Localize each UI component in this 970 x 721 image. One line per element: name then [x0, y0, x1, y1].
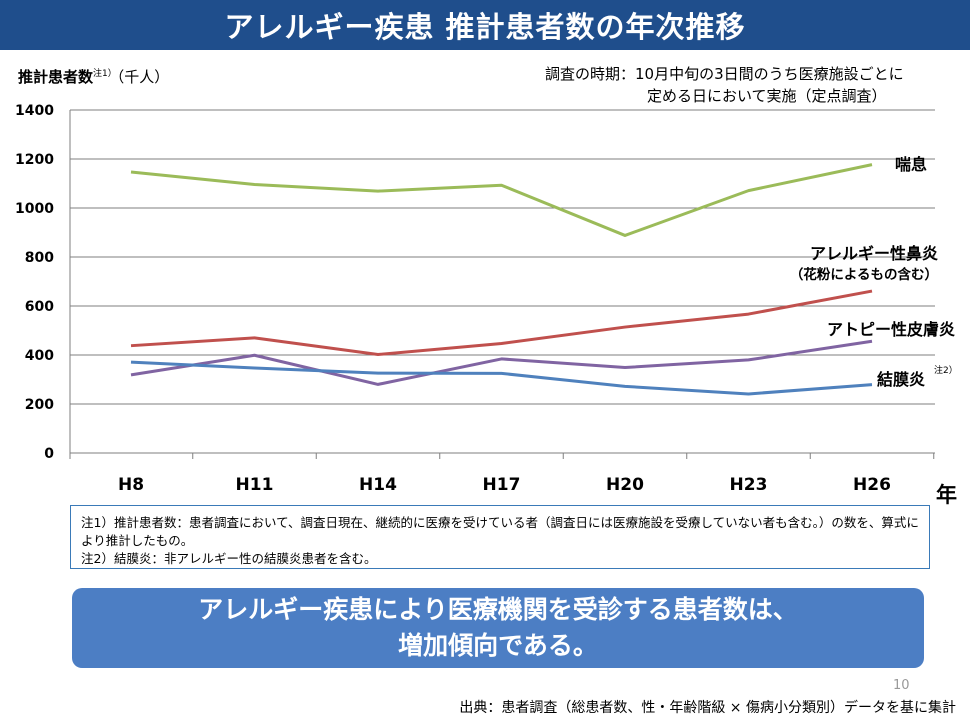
page-number: 10	[893, 678, 910, 693]
series-label: アトピー性皮膚炎	[827, 320, 955, 339]
footnotes-box: 注1）推計患者数：患者調査において、調査日現在、継続的に医療を受けている者（調査…	[70, 505, 930, 569]
series-label: 喘息	[895, 155, 927, 174]
series-label: 結膜炎	[877, 370, 925, 389]
survey-note-line1: 調査の時期：10月中旬の3日間のうち医療施設ごとに	[545, 65, 904, 83]
y-tick-label: 600	[25, 299, 54, 315]
page-title: アレルギー疾患 推計患者数の年次推移	[0, 0, 970, 50]
series-note: 注2）	[934, 364, 958, 376]
x-tick-label: H11	[236, 475, 274, 495]
conclusion-line1: アレルギー疾患により医療機関を受診する患者数は、	[198, 595, 798, 624]
x-tick-label: H20	[606, 475, 644, 495]
x-tick-label: H17	[483, 475, 521, 495]
y-axis-note: 注1）	[93, 69, 117, 79]
source-citation: 出典：患者調査（総患者数、性・年齢階級 × 傷病小分類別）データを基に集計	[459, 700, 956, 716]
line-chart: 0 200 400 600 800 1000 1200 1400 H8 H11 H14 H17 H20 H…	[15, 103, 958, 495]
series-line	[130, 339, 873, 386]
x-tick-label: H14	[359, 475, 397, 495]
y-axis-label: 推計患者数注1）（千人）	[18, 66, 169, 87]
conclusion-line2: 増加傾向である。	[398, 631, 598, 660]
y-tick-label: 1400	[15, 103, 54, 119]
x-tick-label: H23	[730, 475, 768, 495]
y-tick-label: 800	[25, 250, 54, 266]
x-tick-label: H8	[118, 475, 144, 495]
y-tick-label: 0	[44, 446, 54, 462]
series-label: アレルギー性鼻炎	[810, 244, 938, 263]
y-tick-label: 1200	[15, 152, 54, 168]
y-tick-label: 1000	[15, 201, 54, 217]
y-tick-label: 400	[25, 348, 54, 364]
survey-period-note: 調査の時期：10月中旬の3日間のうち医療施設ごとに 定める日において実施（定点調…	[545, 63, 904, 107]
footnote-1: 注1）推計患者数：患者調査において、調査日現在、継続的に医療を受けている者（調査…	[81, 515, 919, 548]
y-axis-unit: （千人）	[116, 68, 170, 86]
conclusion-banner: アレルギー疾患により医療機関を受診する患者数は、 増加傾向である。	[72, 588, 924, 668]
y-axis-title: 推計患者数	[18, 68, 94, 86]
series-line	[130, 289, 873, 357]
series-sublabel: （花粉によるもの含む）	[790, 266, 938, 283]
footnote-2: 注2）結膜炎：非アレルギー性の結膜炎患者を含む。	[81, 551, 377, 566]
survey-note-line2: 定める日において実施（定点調査）	[647, 87, 887, 105]
x-axis-unit: 年	[936, 483, 957, 507]
series-line	[130, 163, 873, 237]
y-tick-label: 200	[25, 397, 54, 413]
x-tick-label: H26	[853, 475, 891, 495]
series-line	[130, 360, 873, 396]
